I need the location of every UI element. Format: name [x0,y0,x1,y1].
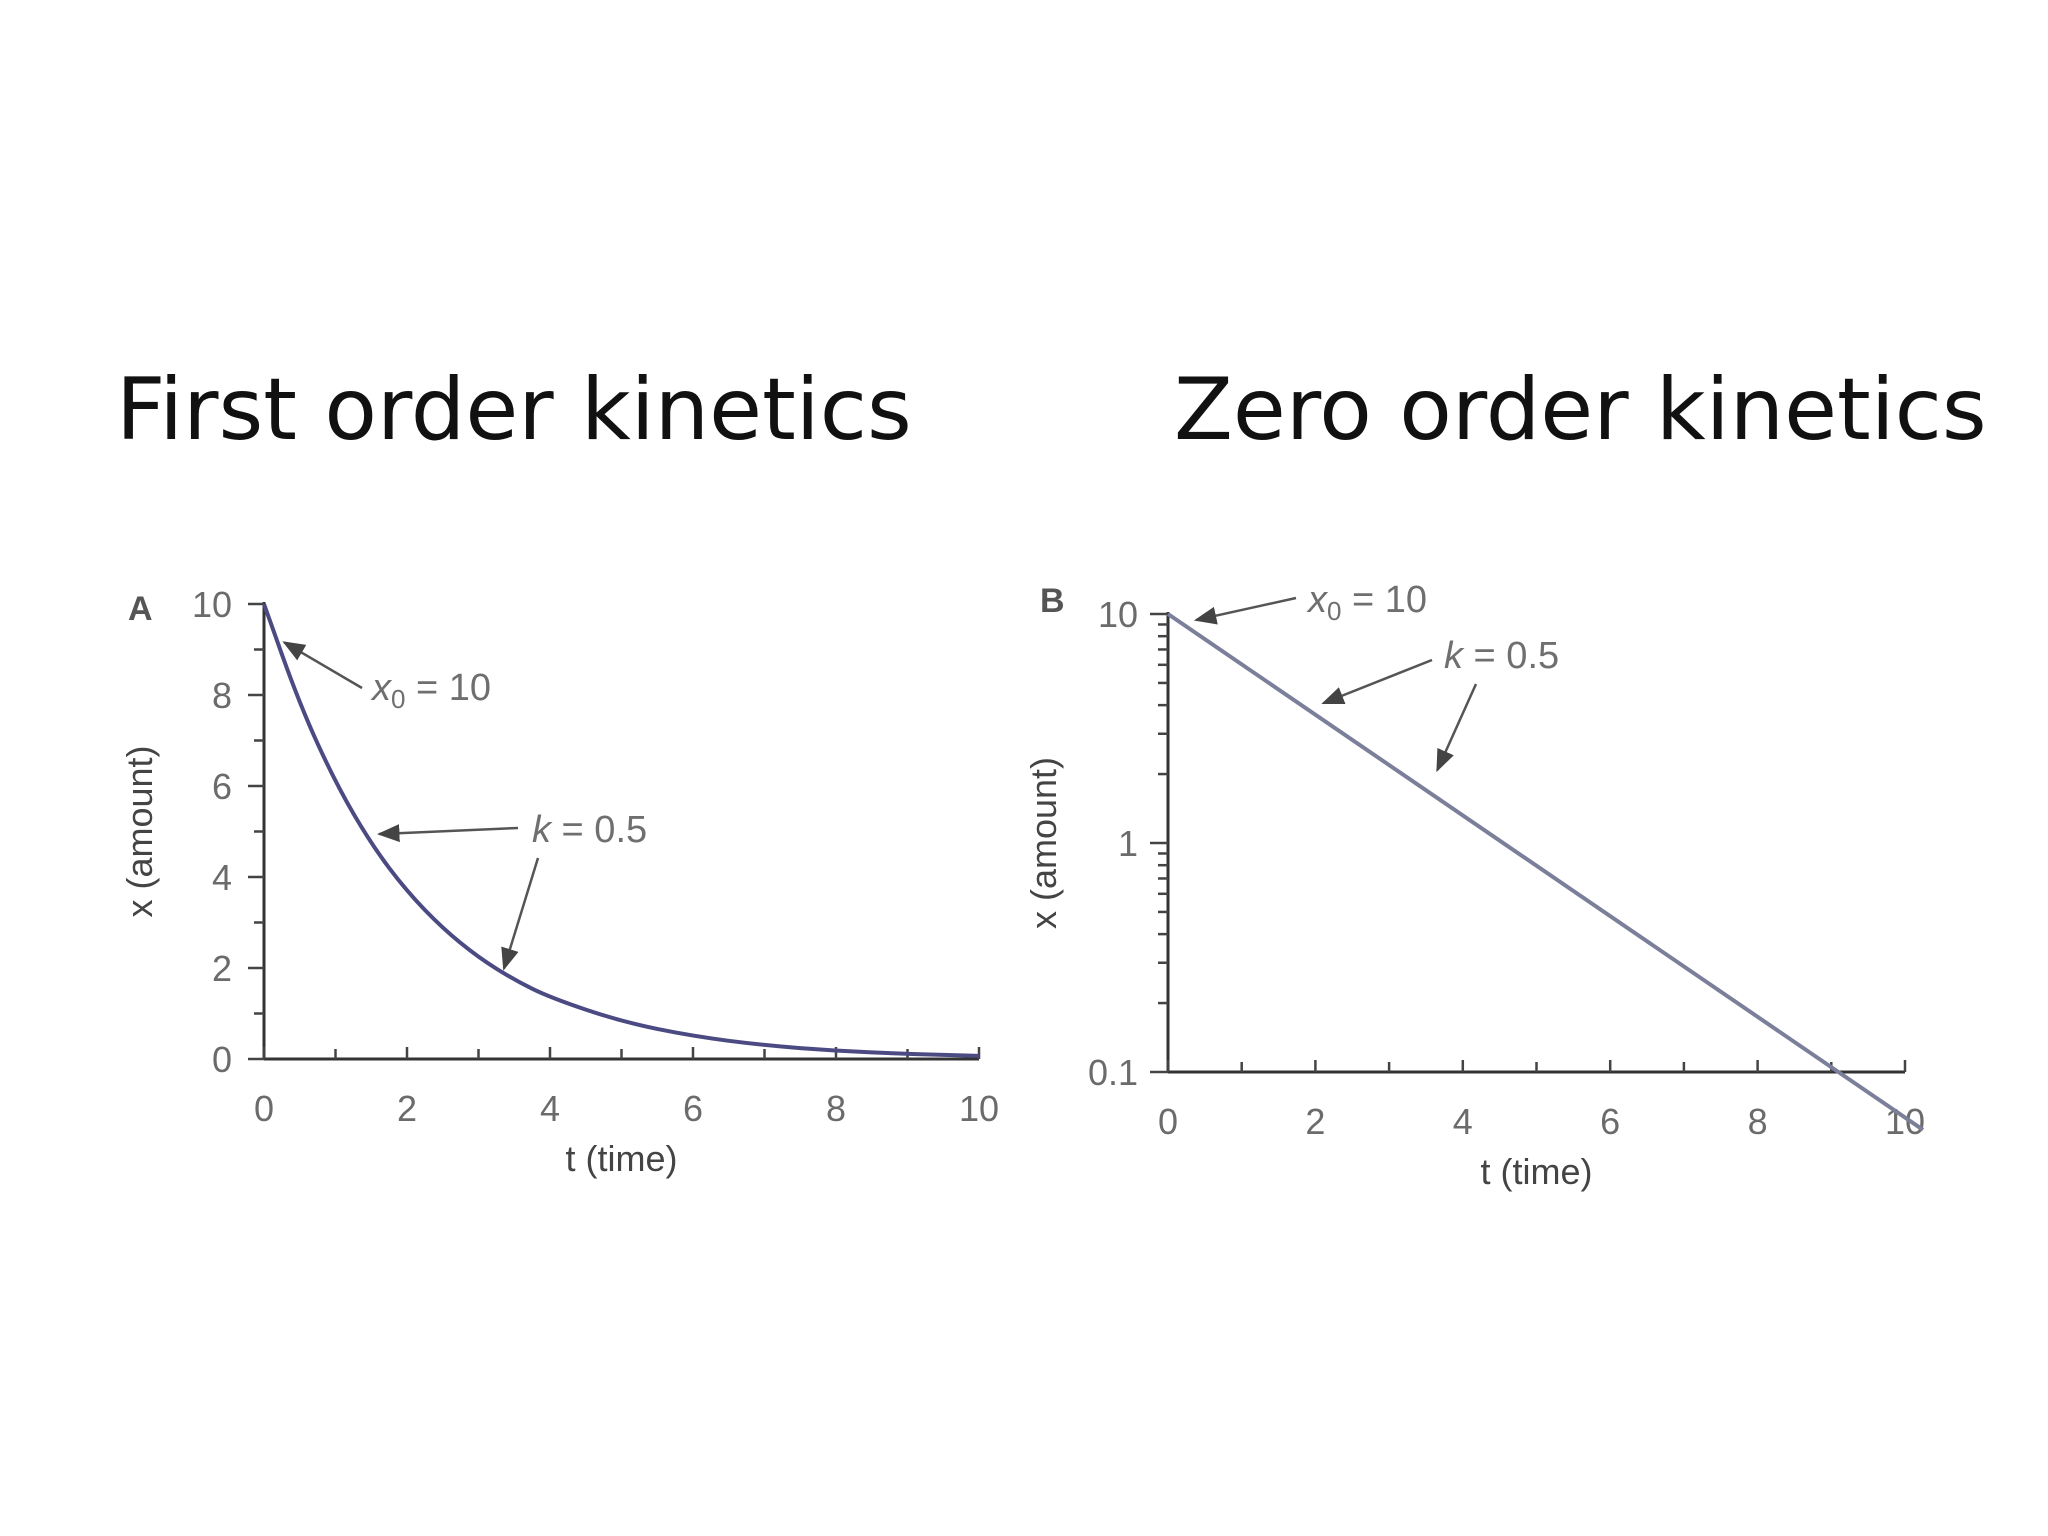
x-tick-label: 10 [959,1088,999,1129]
annotation-arrow-x0 [282,641,363,690]
y-tick-label: 10 [1098,594,1138,635]
x-tick-label: 4 [1453,1101,1473,1142]
y-tick-label: 4 [212,857,232,898]
x-tick-label: 4 [540,1088,560,1129]
x-tick-label: 2 [1305,1101,1325,1142]
annotation-arrow-k-1 [1321,658,1433,705]
x-tick-label: 6 [683,1088,703,1129]
x-axis-title: t (time) [566,1138,678,1179]
y-tick-label: 8 [212,675,232,716]
slide-title-zero-order: Zero order kinetics [1174,360,1987,460]
slide-title-first-order: First order kinetics [116,360,912,460]
x-axis-title: t (time) [1481,1151,1593,1192]
annotation-k: k = 0.5 [532,809,647,851]
x-tick-label: 0 [1158,1101,1178,1142]
x-tick-label: 6 [1600,1101,1620,1142]
y-tick-label: 10 [192,584,232,625]
x-tick-label: 0 [254,1088,274,1129]
annotation-k: k = 0.5 [1444,635,1559,677]
x-tick-label: 8 [1748,1101,1768,1142]
panel-label: A [128,590,153,628]
y-tick-label: 1 [1118,823,1138,864]
y-tick-label: 0 [212,1039,232,1080]
annotation-x0: x0 = 10 [1306,579,1427,626]
x-tick-label: 8 [826,1088,846,1129]
annotation-arrow-k-1 [377,824,519,843]
annotation-arrow-x0 [1193,596,1297,625]
y-tick-label: 0.1 [1088,1052,1138,1093]
y-axis-title: x (amount) [119,745,160,917]
series-line [262,603,980,1058]
series-line [1166,612,1925,1132]
annotation-arrow-k-2 [1436,683,1478,773]
y-tick-label: 6 [212,766,232,807]
panel-label: B [1040,582,1065,620]
y-tick-label: 2 [212,948,232,989]
annotation-arrow-k-2 [501,857,540,971]
x-tick-label: 2 [397,1088,417,1129]
annotation-x0: x0 = 10 [370,667,491,714]
y-axis-title: x (amount) [1023,757,1064,929]
chart-panel-a: A 0 2 4 6 8 10 0 2 4 6 8 10 t (time) x (amount) x0 = 10… [119,584,999,1179]
